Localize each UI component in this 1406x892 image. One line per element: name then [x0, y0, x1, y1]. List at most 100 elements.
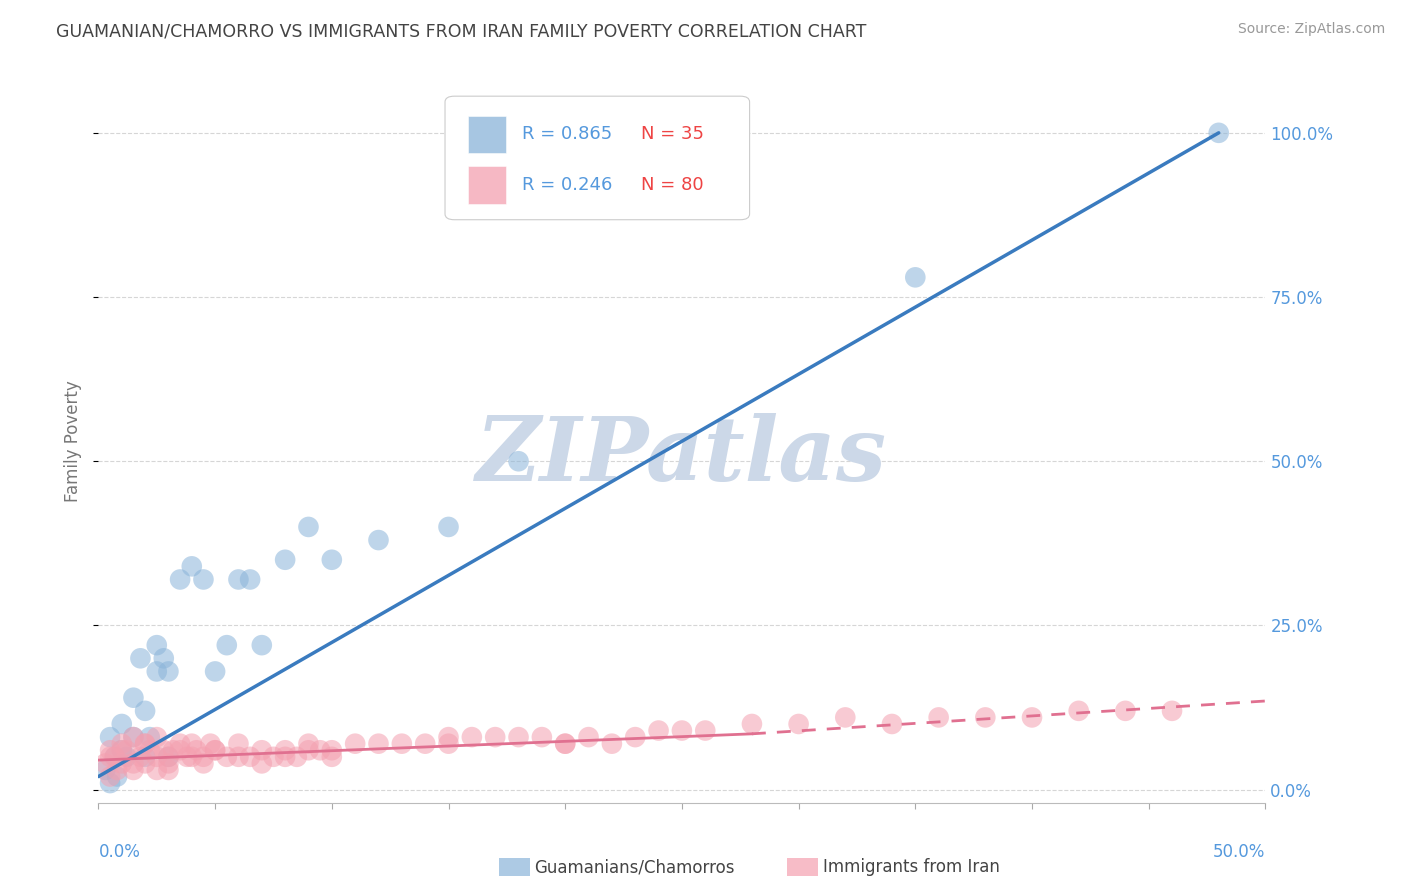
Point [98, 776, 121, 790]
Point [129, 749, 152, 764]
Text: Immigrants from Iran: Immigrants from Iran [823, 858, 1000, 876]
Text: GUAMANIAN/CHAMORRO VS IMMIGRANTS FROM IRAN FAMILY POVERTY CORRELATION CHART: GUAMANIAN/CHAMORRO VS IMMIGRANTS FROM IR… [56, 22, 866, 40]
Point [193, 756, 215, 771]
Point [139, 730, 162, 744]
Point [321, 749, 343, 764]
Point [554, 737, 576, 751]
Text: Source: ZipAtlas.com: Source: ZipAtlas.com [1237, 22, 1385, 37]
Point [974, 710, 997, 724]
Point [157, 665, 180, 679]
Point [624, 730, 647, 744]
Point [134, 737, 156, 751]
FancyBboxPatch shape [468, 116, 506, 153]
Point [98, 743, 121, 757]
Point [98, 749, 121, 764]
Point [1114, 704, 1136, 718]
Point [122, 730, 145, 744]
Text: R = 0.246: R = 0.246 [522, 176, 613, 194]
Text: R = 0.865: R = 0.865 [522, 126, 612, 144]
Point [146, 730, 169, 744]
Point [1021, 710, 1043, 724]
Point [146, 763, 169, 777]
Text: 0.0%: 0.0% [98, 843, 141, 861]
Point [530, 730, 553, 744]
Point [157, 763, 180, 777]
Point [193, 573, 215, 587]
Point [176, 749, 198, 764]
Point [215, 638, 238, 652]
Point [146, 665, 169, 679]
Point [200, 737, 222, 751]
Point [104, 749, 127, 764]
Point [162, 743, 184, 757]
Point [204, 743, 226, 757]
Point [111, 737, 134, 751]
Point [98, 730, 121, 744]
Point [152, 743, 174, 757]
Point [274, 553, 297, 567]
Point [129, 651, 152, 665]
Point [250, 756, 273, 771]
Point [508, 730, 530, 744]
Point [695, 723, 717, 738]
Point [250, 638, 273, 652]
Point [250, 743, 273, 757]
Point [413, 737, 436, 751]
Point [146, 749, 169, 764]
Text: Guamanians/Chamorros: Guamanians/Chamorros [534, 858, 735, 876]
Point [115, 743, 138, 757]
Point [180, 749, 202, 764]
Point [193, 749, 215, 764]
FancyBboxPatch shape [468, 166, 506, 204]
Point [180, 559, 202, 574]
Point [508, 454, 530, 468]
Point [741, 717, 763, 731]
Point [111, 743, 134, 757]
Point [122, 730, 145, 744]
Point [600, 737, 623, 751]
Point [285, 749, 308, 764]
Point [367, 737, 389, 751]
Point [309, 743, 332, 757]
Point [134, 756, 156, 771]
Point [437, 730, 460, 744]
Point [215, 749, 238, 764]
Text: ZIPatlas: ZIPatlas [477, 413, 887, 500]
Point [262, 749, 284, 764]
Point [880, 717, 903, 731]
Point [321, 743, 343, 757]
Point [111, 743, 134, 757]
Point [461, 730, 484, 744]
Point [134, 749, 156, 764]
Point [647, 723, 669, 738]
Point [928, 710, 950, 724]
Point [157, 749, 180, 764]
Point [204, 743, 226, 757]
Point [139, 743, 162, 757]
Text: N = 35: N = 35 [641, 126, 704, 144]
Point [297, 520, 319, 534]
Point [146, 638, 169, 652]
Point [904, 270, 927, 285]
Point [578, 730, 600, 744]
Point [94, 756, 117, 771]
Point [115, 749, 138, 764]
Point [228, 737, 250, 751]
Y-axis label: Family Poverty: Family Poverty [65, 381, 83, 502]
Point [134, 704, 156, 718]
FancyBboxPatch shape [446, 96, 749, 219]
Point [437, 520, 460, 534]
Point [186, 743, 208, 757]
Point [367, 533, 389, 547]
Point [484, 730, 506, 744]
Point [169, 743, 191, 757]
Point [297, 737, 319, 751]
Point [391, 737, 413, 751]
Point [169, 573, 191, 587]
Point [274, 743, 297, 757]
Point [111, 717, 134, 731]
Point [94, 763, 117, 777]
Point [104, 749, 127, 764]
Point [180, 737, 202, 751]
Point [122, 690, 145, 705]
